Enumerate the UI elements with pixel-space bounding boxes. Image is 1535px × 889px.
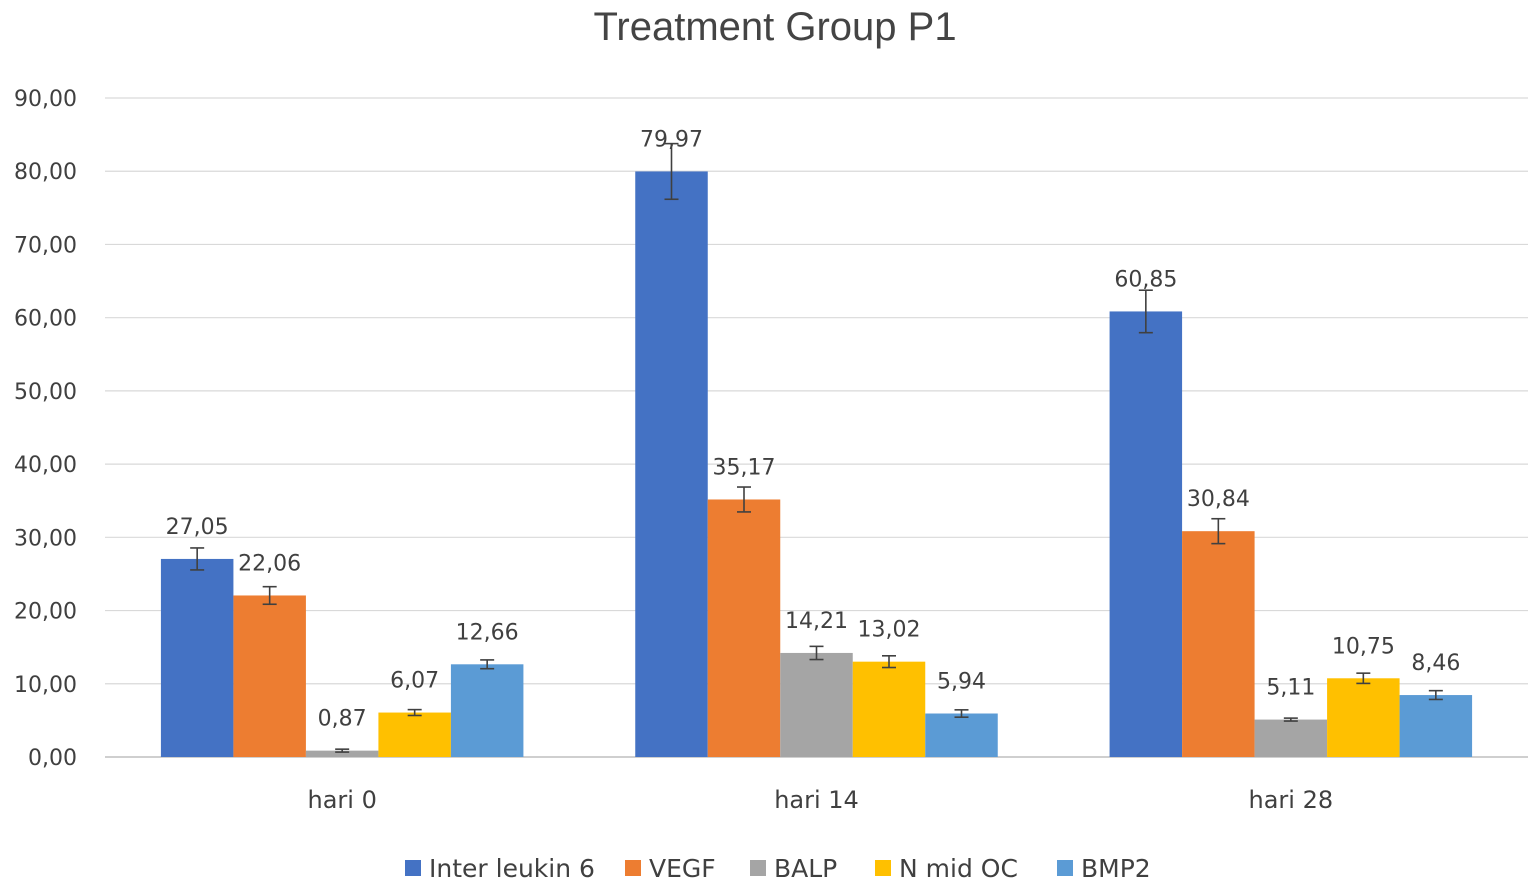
data-label: 60,85 [1114, 267, 1177, 292]
legend-swatch [750, 860, 766, 876]
bar [305, 750, 379, 757]
data-label: 0,87 [318, 707, 367, 732]
legend-swatch [1057, 860, 1073, 876]
bar [780, 652, 853, 757]
bar [378, 712, 451, 757]
y-tick-label: 50,00 [14, 380, 77, 405]
chart-title: Treatment Group P1 [593, 5, 956, 49]
bar [1399, 695, 1473, 757]
error-bar [1138, 289, 1153, 334]
data-label: 8,46 [1411, 651, 1460, 676]
legend-swatch [875, 860, 891, 876]
error-bar [1211, 517, 1226, 545]
data-label: 10,75 [1332, 634, 1395, 659]
bars [160, 171, 1473, 757]
data-label: 14,21 [785, 609, 848, 634]
x-axis-categories: hari 0 hari 14 hari 28 [307, 786, 1333, 814]
data-label: 35,17 [713, 455, 776, 480]
error-bar [1283, 717, 1298, 722]
legend-label: VEGF [649, 854, 716, 883]
legend-swatch [625, 860, 641, 876]
bar [1109, 311, 1183, 757]
error-bar [1428, 689, 1443, 701]
bar [925, 713, 998, 757]
bar [635, 171, 708, 757]
error-bar [737, 486, 751, 513]
x-category-label: hari 14 [774, 786, 859, 814]
y-tick-label: 80,00 [14, 160, 77, 185]
legend-label: N mid OC [899, 854, 1018, 883]
bar [450, 664, 524, 757]
error-bar [954, 709, 969, 718]
legend-label: Inter leukin 6 [429, 854, 595, 883]
x-category-label: hari 0 [307, 786, 376, 814]
legend-item: VEGF [625, 854, 716, 883]
gridlines [105, 97, 1528, 758]
data-label: 30,84 [1187, 487, 1250, 512]
legend: Inter leukin 6 VEGF BALP N mid OC BMP2 [405, 854, 1151, 883]
data-label: 6,07 [390, 669, 439, 694]
data-label: 79,97 [640, 127, 703, 152]
y-tick-label: 30,00 [14, 526, 77, 551]
error-bars [190, 142, 1443, 753]
legend-item: N mid OC [875, 854, 1018, 883]
error-bar [809, 645, 824, 661]
data-label: 12,66 [456, 620, 519, 645]
data-label: 27,05 [166, 515, 229, 540]
legend-item: BALP [750, 854, 837, 883]
legend-item: Inter leukin 6 [405, 854, 595, 883]
y-tick-label: 60,00 [14, 307, 77, 332]
x-category-label: hari 28 [1249, 786, 1334, 814]
legend-label: BMP2 [1081, 854, 1151, 883]
bar [160, 558, 234, 757]
y-tick-label: 10,00 [14, 673, 77, 698]
error-bar [190, 547, 205, 571]
y-tick-label: 40,00 [14, 453, 77, 478]
bar [707, 499, 781, 757]
bar [1327, 678, 1400, 757]
bar [233, 595, 306, 757]
y-tick-label: 70,00 [14, 233, 77, 258]
error-bar [664, 142, 679, 201]
error-bar [882, 655, 896, 669]
legend-swatch [405, 860, 421, 876]
bar [852, 661, 926, 757]
y-tick-label: 0,00 [28, 746, 77, 771]
legend-label: BALP [774, 854, 837, 883]
error-bar [1356, 672, 1371, 685]
data-label: 13,02 [858, 618, 921, 643]
data-label: 5,11 [1266, 676, 1315, 701]
legend-item: BMP2 [1057, 854, 1151, 883]
bar [1254, 719, 1328, 757]
data-labels: 27,05 22,06 0,87 6,07 12,66 79,97 35,17 14,21 13… [166, 127, 1461, 731]
y-tick-label: 20,00 [14, 600, 77, 625]
y-tick-label: 90,00 [14, 87, 77, 112]
data-label: 22,06 [238, 551, 301, 576]
data-label: 5,94 [937, 670, 986, 695]
error-bar [335, 748, 350, 753]
bar [1182, 531, 1255, 757]
y-axis-ticks: 0,00 10,00 20,00 30,00 40,00 50,00 60,00 70,00 8… [14, 87, 77, 771]
error-bar [262, 585, 277, 606]
error-bar [480, 659, 495, 670]
error-bar [407, 708, 422, 717]
